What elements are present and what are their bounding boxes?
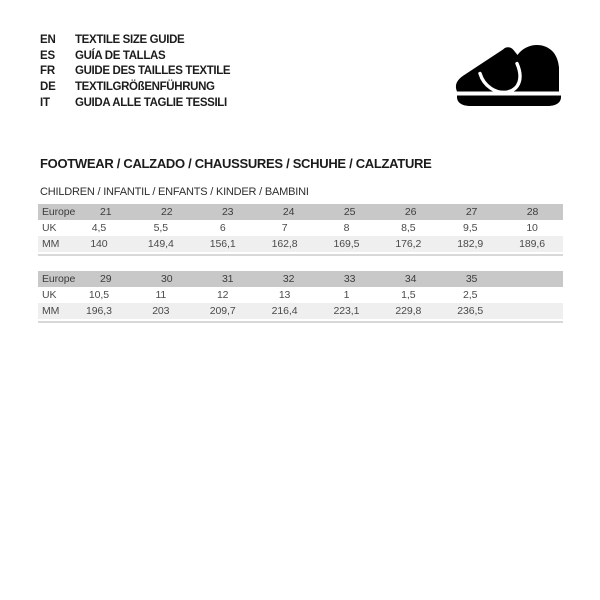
language-title: GUÍA DE TALLAS: [75, 49, 166, 62]
table-row-europe: Europe 21 22 23 24 25 26 27 28: [38, 204, 563, 220]
size-value-cell: 182,9: [457, 238, 484, 250]
size-value-cell: 149,4: [147, 238, 174, 250]
brand-logo: [453, 40, 565, 107]
table-row-uk: UK 10,5 11 12 13 1 1,5 2,5: [38, 287, 563, 303]
size-value-cell: 35: [465, 273, 478, 285]
size-value-cell: [502, 271, 563, 287]
size-value-cell: 22: [160, 206, 173, 218]
size-value-cell: 162,8: [271, 238, 298, 250]
size-value-cell: 236,5: [457, 305, 484, 317]
language-row: FR GUIDE DES TAILLES TEXTILE: [40, 65, 231, 81]
language-row: ES GUÍA DE TALLAS: [40, 50, 230, 66]
size-value-cell: 196,3: [86, 305, 112, 317]
row-label: UK: [42, 289, 57, 301]
size-value-cell: 8,5: [401, 222, 416, 234]
table-row-europe: Europe 29 30 31 32 33 34 35: [38, 271, 563, 287]
language-code: DE: [40, 81, 56, 94]
size-value-cell: 176,2: [395, 238, 422, 250]
row-label: Europe: [42, 273, 76, 285]
size-value-cell: 203: [152, 305, 170, 317]
language-row: DE TEXTILGRÖßENFÜHRUNG: [40, 81, 230, 97]
size-value-cell: 9,5: [463, 222, 478, 234]
size-value-cell: 2,5: [463, 289, 478, 301]
size-value-cell: [501, 303, 563, 319]
size-value-cell: 156,1: [209, 238, 236, 250]
size-value-cell: 23: [221, 206, 234, 218]
language-title: GUIDE DES TAILLES TEXTILE: [75, 65, 231, 78]
size-value-cell: 11: [155, 289, 167, 301]
size-value-cell: 1: [343, 289, 350, 301]
table-row-mm: MM 196,3 203 209,7 216,4 223,1 229,8 236,5: [38, 303, 563, 319]
section-title: FOOTWEAR / CALZADO / CHAUSSURES / SCHUHE…: [40, 156, 432, 171]
language-code: IT: [40, 96, 50, 109]
row-label: MM: [42, 238, 60, 250]
size-value-cell: 13: [278, 289, 291, 301]
size-value-cell: 10,5: [88, 289, 109, 301]
size-value-cell: 223,1: [333, 305, 360, 317]
size-value-cell: 5,5: [153, 222, 168, 234]
size-value-cell: 29: [100, 273, 112, 285]
size-value-cell: 31: [221, 273, 234, 285]
size-value-cell: 4,5: [91, 222, 107, 234]
size-value-cell: 25: [343, 206, 356, 218]
size-value-cell: 229,8: [395, 305, 422, 317]
size-value-cell: 189,6: [519, 238, 545, 250]
size-value-cell: [501, 287, 563, 303]
size-value-cell: 209,7: [209, 305, 236, 317]
language-row: IT GUIDA ALLE TAGLIE TESSILI: [40, 97, 230, 113]
language-title-list: EN TEXTILE SIZE GUIDE ES GUÍA DE TALLAS …: [40, 34, 231, 113]
size-value-cell: 32: [282, 273, 295, 285]
size-value-cell: 10: [526, 222, 538, 234]
size-value-cell: 34: [404, 273, 417, 285]
size-table-eu-21-28: Europe 21 22 23 24 25 26 27 28 UK 4,5 5,5 6 7 8 8,5 9,5 1…: [38, 204, 563, 256]
size-value-cell: 169,5: [333, 238, 360, 250]
size-value-cell: 140: [90, 238, 108, 250]
size-value-cell: 7: [281, 222, 288, 234]
size-value-cell: 216,4: [271, 305, 298, 317]
table-row-mm: MM 140 149,4 156,1 162,8 169,5 176,2 182,9 189,6: [38, 236, 563, 252]
table-row-uk: UK 4,5 5,5 6 7 8 8,5 9,5 10: [38, 220, 563, 236]
size-value-cell: 12: [216, 289, 229, 301]
language-title: GUIDA ALLE TAGLIE TESSILI: [75, 96, 227, 109]
language-row: EN TEXTILE SIZE GUIDE: [40, 34, 230, 50]
row-label: MM: [42, 305, 60, 317]
language-title: TEXTILE SIZE GUIDE: [75, 34, 185, 46]
size-value-cell: 6: [219, 222, 226, 234]
size-value-cell: 28: [526, 206, 539, 218]
size-value-cell: 33: [343, 273, 356, 285]
size-table-eu-29-35: Europe 29 30 31 32 33 34 35 UK 10,5 11 12 13 1 1,5 2,5 M…: [38, 271, 563, 323]
row-label: Europe: [42, 206, 76, 218]
size-value-cell: 21: [100, 206, 112, 218]
size-value-cell: 27: [465, 206, 478, 218]
section-subtitle: CHILDREN / INFANTIL / ENFANTS / KINDER /…: [40, 186, 309, 198]
language-title: TEXTILGRÖßENFÜHRUNG: [75, 81, 215, 94]
size-value-cell: 8: [343, 222, 350, 234]
row-label: UK: [42, 222, 57, 234]
size-value-cell: 24: [282, 206, 295, 218]
size-value-cell: 30: [160, 273, 173, 285]
language-code: EN: [40, 34, 56, 46]
language-code: FR: [40, 65, 55, 78]
children-shoe-icon: [455, 44, 563, 106]
size-value-cell: 1,5: [401, 289, 416, 301]
language-code: ES: [40, 49, 55, 62]
size-value-cell: 26: [404, 206, 417, 218]
